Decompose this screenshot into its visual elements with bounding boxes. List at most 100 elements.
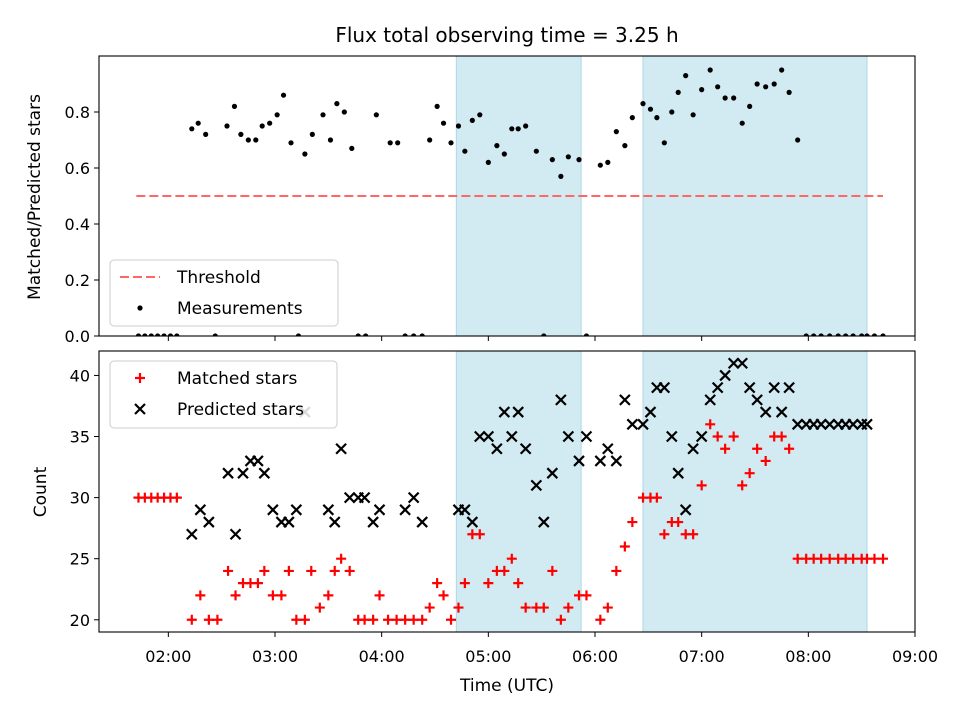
measurements-point bbox=[683, 73, 689, 79]
predicted-stars-point bbox=[466, 516, 479, 528]
matched-stars-point bbox=[792, 553, 803, 564]
matched-stars-point bbox=[869, 553, 880, 564]
matched-stars-point bbox=[611, 565, 622, 576]
y-tick-label: 0.0 bbox=[65, 327, 90, 346]
x-tick-label: 07:00 bbox=[679, 647, 725, 666]
measurements-point bbox=[549, 157, 555, 163]
x-tick-label: 05:00 bbox=[465, 647, 511, 666]
measurements-point bbox=[699, 87, 705, 93]
predicted-stars-point bbox=[580, 430, 593, 443]
matched-stars-point bbox=[513, 578, 524, 589]
matched-stars-point bbox=[673, 517, 684, 528]
measurements-point bbox=[690, 112, 696, 118]
measurements-point bbox=[419, 333, 425, 336]
measurements-point bbox=[477, 112, 483, 118]
y-tick-label: 0.2 bbox=[65, 271, 90, 290]
measurements-point bbox=[245, 137, 251, 143]
matched-stars-point bbox=[446, 614, 456, 625]
predicted-stars-point bbox=[637, 418, 649, 431]
matched-stars-point bbox=[212, 614, 223, 625]
measurements-point bbox=[509, 126, 515, 132]
matched-stars-point bbox=[438, 590, 449, 601]
predicted-stars-point bbox=[736, 357, 748, 369]
measurements-point bbox=[576, 157, 582, 163]
matched-stars-point bbox=[314, 602, 325, 613]
measurements-point bbox=[402, 333, 408, 336]
predicted-stars-point bbox=[222, 467, 234, 479]
measurements-point bbox=[195, 120, 201, 126]
measurements-point bbox=[533, 148, 539, 154]
matched-stars-point bbox=[329, 565, 340, 576]
y-tick-label: 0.6 bbox=[65, 159, 90, 178]
matched-stars-point bbox=[581, 590, 592, 601]
measurements-point bbox=[786, 89, 792, 95]
matched-stars-point bbox=[276, 590, 287, 601]
measurements-point bbox=[148, 333, 154, 336]
x-tick-label: 03:00 bbox=[252, 647, 298, 666]
predicted-stars-point bbox=[619, 394, 631, 406]
predicted-stars-point bbox=[498, 406, 511, 418]
x-tick-label: 09:00 bbox=[892, 647, 938, 666]
legend-swatch-predicted-stars bbox=[134, 403, 146, 415]
matched-stars-point bbox=[474, 529, 485, 540]
measurements-point bbox=[238, 131, 244, 137]
predicted-stars-point bbox=[555, 394, 567, 406]
matched-stars-point bbox=[408, 614, 419, 625]
y-tick-label: 35 bbox=[70, 428, 90, 447]
measurements-point bbox=[212, 333, 218, 336]
measurements-point bbox=[434, 103, 440, 109]
measurements-point bbox=[818, 333, 824, 336]
predicted-stars-point bbox=[229, 528, 242, 541]
predicted-stars-point bbox=[695, 430, 708, 443]
predicted-stars-point bbox=[530, 479, 543, 492]
measurements-point bbox=[675, 89, 681, 95]
x-tick-label: 04:00 bbox=[359, 647, 405, 666]
measurements-point bbox=[355, 333, 361, 336]
measurements-point bbox=[203, 131, 209, 137]
matched-stars-point bbox=[619, 541, 630, 552]
predicted-stars-point bbox=[704, 394, 716, 406]
measurements-point bbox=[843, 333, 849, 336]
matched-stars-point bbox=[728, 431, 739, 442]
predicted-stars-point bbox=[751, 394, 763, 406]
predicted-stars-point bbox=[823, 418, 836, 431]
measurements-point bbox=[155, 333, 161, 336]
predicted-stars-point bbox=[594, 455, 607, 467]
legend-label-threshold: Threshold bbox=[176, 268, 261, 288]
measurements-point bbox=[541, 333, 547, 336]
measurements-point bbox=[485, 159, 491, 165]
x-tick-label: 02:00 bbox=[145, 647, 191, 666]
predicted-stars-point bbox=[815, 418, 827, 431]
predicted-stars-point bbox=[711, 381, 724, 394]
measurements-point bbox=[267, 120, 273, 126]
matched-stars-point bbox=[283, 565, 294, 576]
matched-stars-point bbox=[459, 578, 470, 589]
predicted-stars-point bbox=[626, 418, 639, 431]
matched-stars-point bbox=[848, 553, 859, 564]
predicted-stars-point bbox=[562, 430, 575, 443]
predicted-stars-point bbox=[538, 516, 550, 528]
matched-stars-point bbox=[383, 614, 394, 625]
measurements-point bbox=[448, 140, 454, 146]
matched-stars-point bbox=[602, 602, 613, 613]
predicted-stars-point bbox=[335, 442, 347, 455]
measurements-point bbox=[715, 84, 721, 90]
y-tick-label: 40 bbox=[70, 366, 90, 385]
measurements-point bbox=[462, 148, 468, 154]
observing-window-1 bbox=[455, 350, 582, 633]
measurements-point bbox=[334, 101, 340, 107]
matched-stars-point bbox=[291, 614, 302, 625]
matched-stars-point bbox=[171, 492, 182, 503]
predicted-stars-point bbox=[343, 491, 356, 504]
measurements-point bbox=[835, 333, 841, 336]
predicted-stars-point bbox=[399, 504, 411, 516]
matched-stars-point bbox=[368, 614, 379, 625]
predicted-stars-point bbox=[328, 516, 341, 528]
measurements-point bbox=[302, 151, 308, 157]
measurements-point bbox=[455, 123, 462, 129]
matched-stars-point bbox=[776, 431, 787, 442]
matched-stars-point bbox=[432, 578, 443, 589]
y-axis-label-top: Matched/Predicted stars bbox=[25, 94, 45, 300]
predicted-stars-point bbox=[367, 516, 379, 528]
measurements-point bbox=[669, 109, 675, 115]
